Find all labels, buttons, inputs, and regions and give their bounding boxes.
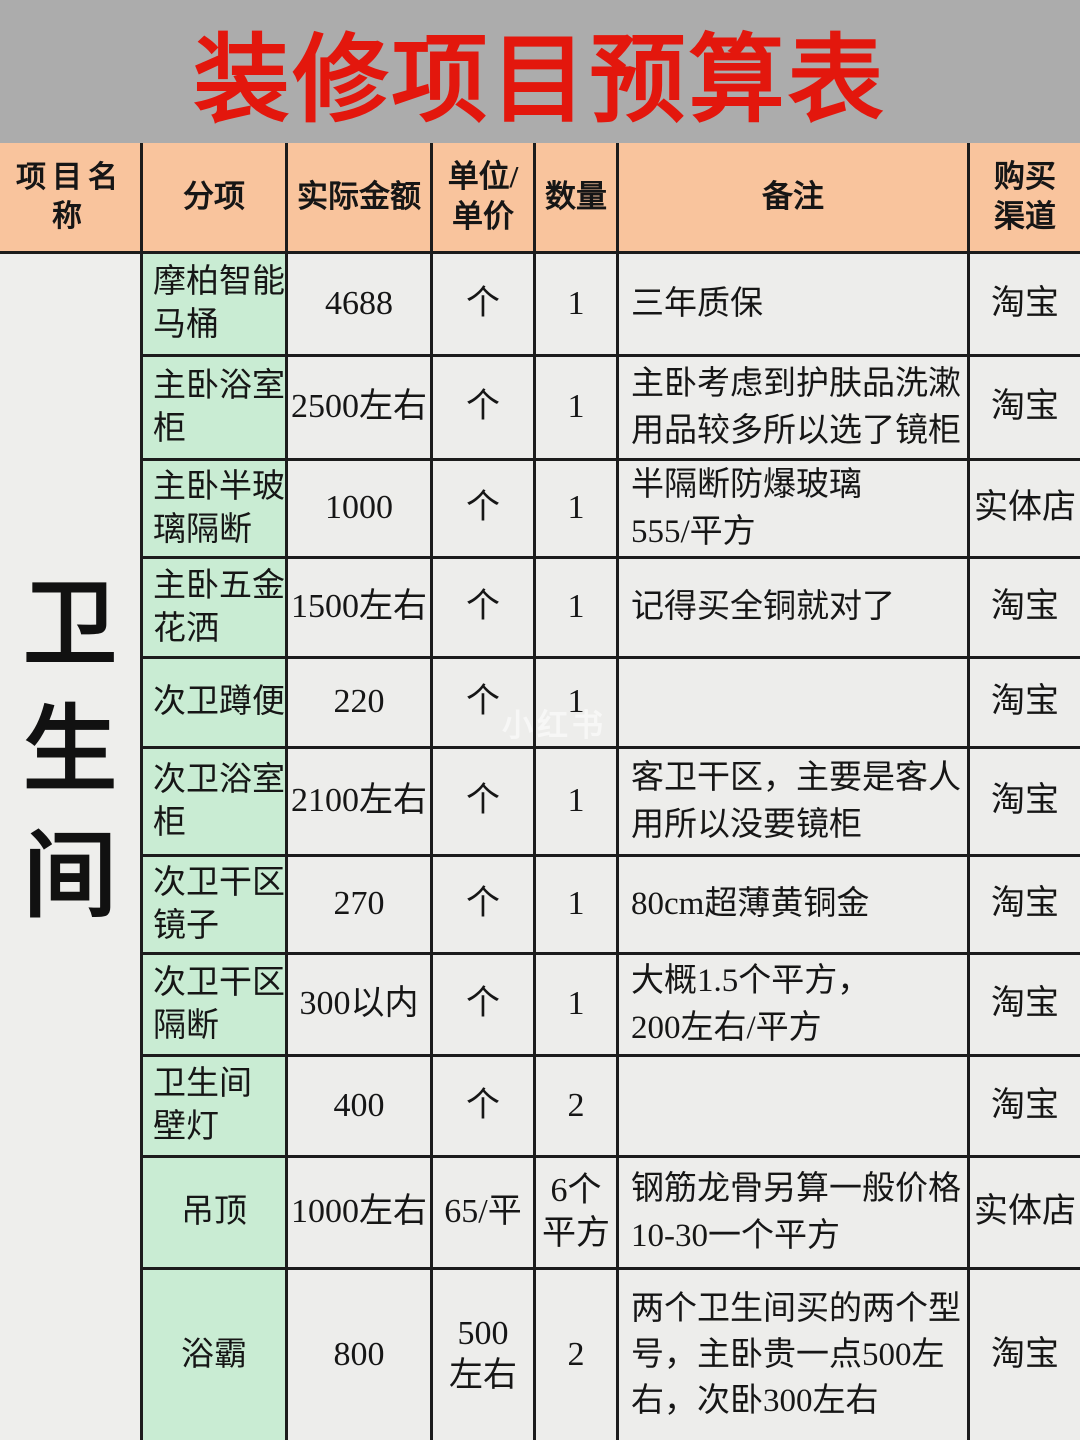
channel-cell: 淘宝 <box>970 857 1080 952</box>
title-band: 装修项目预算表 <box>0 0 1080 143</box>
remark-cell: 记得买全铜就对了 <box>619 559 967 656</box>
amount-cell: 2100左右 <box>288 749 430 854</box>
remark-cell: 三年质保 <box>619 254 967 354</box>
qty-cell: 1 <box>536 461 616 556</box>
sub-item-cell: 次卫干区 镜子 <box>143 857 285 952</box>
unit-cell: 个 <box>433 659 533 746</box>
channel-cell: 淘宝 <box>970 749 1080 854</box>
amount-cell: 800 <box>288 1270 430 1440</box>
unit-cell: 个 <box>433 857 533 952</box>
amount-cell: 220 <box>288 659 430 746</box>
sub-item-cell: 吊顶 <box>143 1158 285 1267</box>
amount-cell: 300以内 <box>288 955 430 1054</box>
amount-cell: 400 <box>288 1057 430 1155</box>
qty-cell: 1 <box>536 559 616 656</box>
channel-cell: 淘宝 <box>970 357 1080 458</box>
remark-cell: 80cm超薄黄铜金 <box>619 857 967 952</box>
unit-cell: 个 <box>433 357 533 458</box>
amount-cell: 2500左右 <box>288 357 430 458</box>
remark-cell: 客卫干区，主要是客人 用所以没要镜柜 <box>619 749 967 854</box>
category-cell: 卫生间 <box>0 254 140 1440</box>
header-sub-item: 分项 <box>143 143 285 251</box>
remark-cell: 主卧考虑到护肤品洗漱 用品较多所以选了镜柜 <box>619 357 967 458</box>
budget-table: 项目名称 分项 实际金额 单位/ 单价 数量 备注 购买 渠道 卫生间 摩柏智能… <box>0 143 1080 1440</box>
unit-cell: 500 左右 <box>433 1270 533 1440</box>
sub-item-cell: 主卧五金 花洒 <box>143 559 285 656</box>
sub-item-cell: 次卫蹲便 <box>143 659 285 746</box>
remark-cell <box>619 659 967 746</box>
amount-cell: 4688 <box>288 254 430 354</box>
channel-cell: 淘宝 <box>970 1270 1080 1440</box>
unit-cell: 个 <box>433 461 533 556</box>
category-label: 卫生间 <box>22 573 117 929</box>
unit-cell: 个 <box>433 749 533 854</box>
page-title: 装修项目预算表 <box>193 27 887 134</box>
remark-cell: 两个卫生间买的两个型 号，主卧贵一点500左 右，次卧300左右 <box>619 1270 967 1440</box>
unit-cell: 个 <box>433 254 533 354</box>
unit-cell: 个 <box>433 955 533 1054</box>
header-unit-price: 单位/ 单价 <box>433 143 533 251</box>
remark-cell <box>619 1057 967 1155</box>
remark-cell: 钢筋龙骨另算一般价格 10-30一个平方 <box>619 1158 967 1267</box>
amount-cell: 1500左右 <box>288 559 430 656</box>
amount-cell: 270 <box>288 857 430 952</box>
qty-cell: 2 <box>536 1270 616 1440</box>
sub-item-cell: 浴霸 <box>143 1270 285 1440</box>
sub-item-cell: 主卧浴室 柜 <box>143 357 285 458</box>
sub-item-cell: 主卧半玻 璃隔断 <box>143 461 285 556</box>
header-amount: 实际金额 <box>288 143 430 251</box>
channel-cell: 实体店 <box>970 461 1080 556</box>
channel-cell: 淘宝 <box>970 955 1080 1054</box>
amount-cell: 1000左右 <box>288 1158 430 1267</box>
qty-cell: 1 <box>536 857 616 952</box>
sub-item-cell: 卫生间 壁灯 <box>143 1057 285 1155</box>
header-project-name: 项目名称 <box>0 143 140 251</box>
unit-cell: 个 <box>433 559 533 656</box>
qty-cell: 1 <box>536 955 616 1054</box>
header-channel: 购买 渠道 <box>970 143 1080 251</box>
channel-cell: 实体店 <box>970 1158 1080 1267</box>
channel-cell: 淘宝 <box>970 659 1080 746</box>
sub-item-cell: 次卫浴室 柜 <box>143 749 285 854</box>
channel-cell: 淘宝 <box>970 1057 1080 1155</box>
header-quantity: 数量 <box>536 143 616 251</box>
unit-cell: 65/平 <box>433 1158 533 1267</box>
channel-cell: 淘宝 <box>970 559 1080 656</box>
qty-cell: 1 <box>536 749 616 854</box>
remark-cell: 半隔断防爆玻璃 555/平方 <box>619 461 967 556</box>
unit-cell: 个 <box>433 1057 533 1155</box>
sub-item-cell: 摩柏智能 马桶 <box>143 254 285 354</box>
remark-cell: 大概1.5个平方， 200左右/平方 <box>619 955 967 1054</box>
channel-cell: 淘宝 <box>970 254 1080 354</box>
qty-cell: 1 <box>536 659 616 746</box>
qty-cell: 1 <box>536 254 616 354</box>
qty-cell: 2 <box>536 1057 616 1155</box>
sub-item-cell: 次卫干区 隔断 <box>143 955 285 1054</box>
amount-cell: 1000 <box>288 461 430 556</box>
qty-cell: 6个 平方 <box>536 1158 616 1267</box>
header-remark: 备注 <box>619 143 967 251</box>
qty-cell: 1 <box>536 357 616 458</box>
